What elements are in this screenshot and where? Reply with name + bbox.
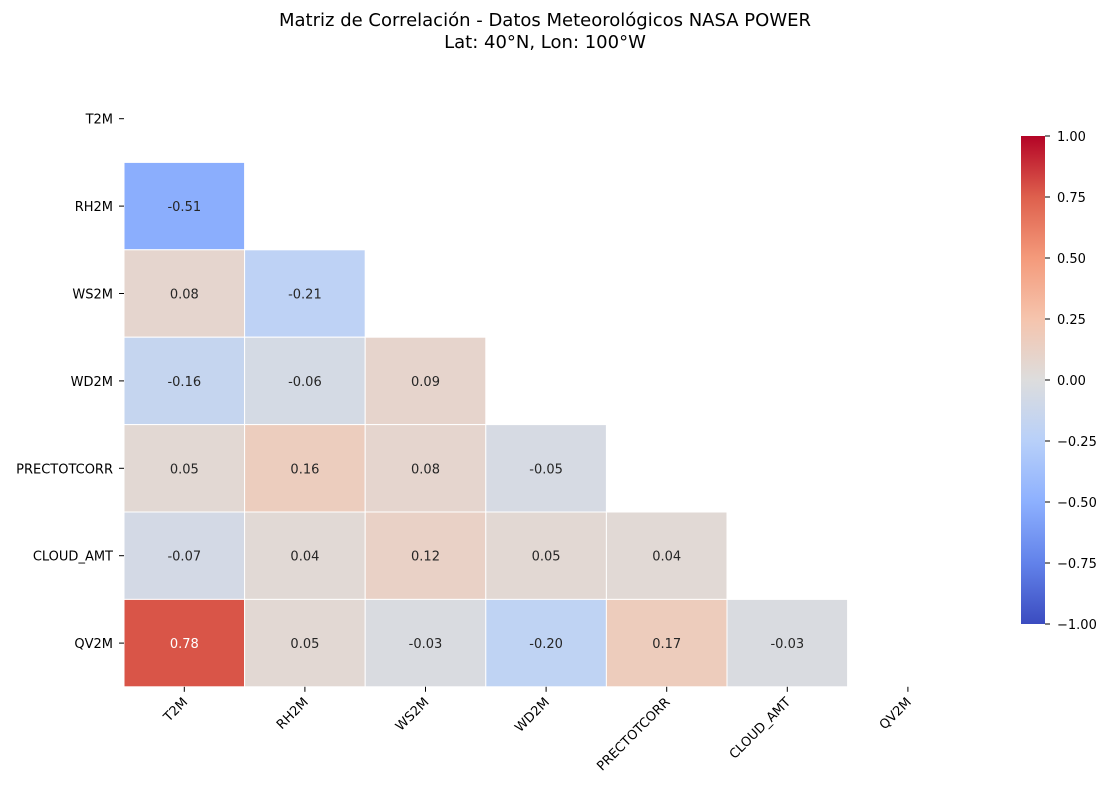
cell-value-label: 0.12 (411, 550, 440, 565)
cell-value-label: -0.06 (288, 375, 322, 390)
heatmap-cell (485, 424, 607, 513)
x-tick-label: CLOUD_AMT (727, 695, 794, 762)
colorbar-gradient (1021, 136, 1045, 624)
heatmap-cell (605, 598, 728, 688)
heatmap-cell (244, 511, 366, 600)
cell-value-label: -0.16 (167, 375, 201, 390)
cell-value-label: -0.03 (770, 637, 804, 652)
colorbar-tick-label: −1.00 (1057, 618, 1097, 633)
cell-value-label: 0.05 (532, 550, 561, 565)
cell-value-label: -0.21 (288, 288, 322, 303)
heatmap-cell (123, 249, 246, 338)
y-tick-label: T2M (85, 113, 113, 128)
cell-value-label: 0.09 (411, 375, 440, 390)
x-tick-label: QV2M (877, 695, 915, 733)
y-tick-label: WD2M (71, 375, 113, 390)
x-tick-label: T2M (160, 695, 191, 726)
heatmap-cell (364, 336, 487, 426)
x-axis-tick-labels: T2M RH2M WS2M WD2M PRECTOTCORR CLOUD_AMT QV2M (160, 686, 915, 774)
cell-value-label: 0.05 (290, 637, 319, 652)
cell-value-label: 0.78 (170, 637, 199, 652)
heatmap-cell (485, 598, 607, 688)
colorbar-tick-label: 1.00 (1057, 130, 1086, 145)
cell-value-label: 0.17 (652, 637, 681, 652)
heatmap-cell (244, 249, 366, 338)
cell-value-label: -0.20 (529, 637, 563, 652)
cell-value-label: 0.08 (411, 462, 440, 477)
y-tick-label: CLOUD_AMT (33, 550, 113, 565)
cell-value-label: 0.16 (290, 462, 319, 477)
y-tick-label: QV2M (74, 637, 113, 652)
colorbar-tick-label: 0.00 (1057, 374, 1086, 389)
cell-value-label: -0.05 (529, 462, 563, 477)
heatmap-cell (485, 511, 607, 600)
chart-subtitle: Lat: 40°N, Lon: 100°W (444, 32, 646, 53)
heatmap-cell (364, 511, 487, 600)
heatmap-cell (244, 598, 366, 688)
cell-value-label: -0.03 (409, 637, 443, 652)
y-tick-label: WS2M (72, 288, 113, 303)
cell-value-label: -0.07 (167, 550, 201, 565)
heatmap-cell (244, 424, 366, 513)
heatmap-cell (726, 598, 849, 688)
x-tick-label: WD2M (512, 695, 553, 736)
colorbar-tick-label: −0.75 (1057, 557, 1097, 572)
cell-value-label: 0.05 (170, 462, 199, 477)
colorbar-tick-label: −0.25 (1057, 435, 1097, 450)
heatmap-cell (605, 511, 728, 600)
colorbar-tick-label: 0.25 (1057, 313, 1086, 328)
x-tick-label: PRECTOTCORR (594, 695, 673, 774)
y-tick-label: PRECTOTCORR (16, 462, 113, 477)
cell-value-label: 0.04 (652, 550, 681, 565)
heatmap-cell (244, 336, 366, 426)
colorbar: 1.00 0.75 0.50 0.25 0.00 −0.25 −0.50 −0.75 −1.00 (1021, 130, 1097, 633)
colorbar-tick-label: −0.50 (1057, 496, 1097, 511)
y-axis-tick-labels: T2M RH2M WS2M WD2M PRECTOTCORR CLOUD_AMT QV2M (16, 113, 124, 652)
x-tick-label: WS2M (393, 695, 432, 734)
y-tick-label: RH2M (75, 200, 113, 215)
x-tick-label: RH2M (274, 695, 312, 733)
heatmap-cells: -0.51 0.08 -0.21 -0.16 -0.06 0.09 0.05 0.16 0.08… (123, 161, 849, 688)
cell-value-label: 0.08 (170, 288, 199, 303)
colorbar-tick-label: 0.50 (1057, 252, 1086, 267)
heatmap-cell (364, 598, 487, 688)
cell-value-label: 0.04 (290, 550, 319, 565)
chart-title: Matriz de Correlación - Datos Meteorológ… (279, 10, 811, 31)
heatmap-cell (123, 336, 246, 426)
heatmap-cell (123, 161, 246, 251)
colorbar-tick-label: 0.75 (1057, 191, 1086, 206)
cell-value-label: -0.51 (167, 200, 201, 215)
